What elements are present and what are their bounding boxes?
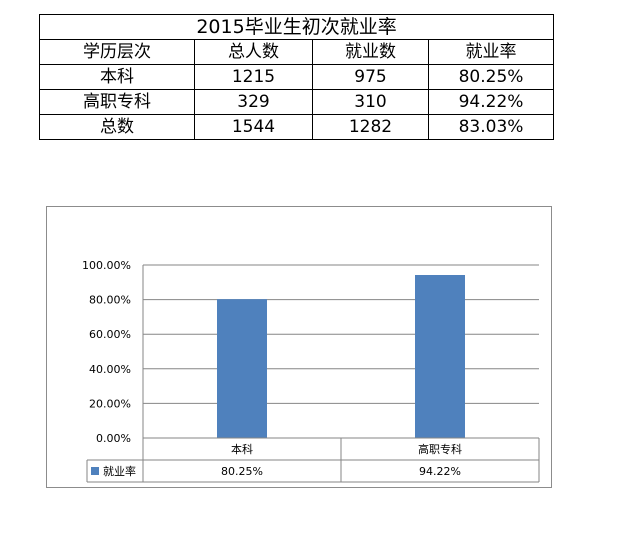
table-cell: 83.03% — [427, 114, 555, 140]
table-header-row: 学历层次 总人数 就业数 就业率 — [39, 39, 555, 65]
table-cell: 94.22% — [427, 89, 555, 115]
table-cell: 1282 — [312, 114, 429, 140]
table-cell: 80.25% — [427, 64, 555, 90]
table-cell: 本科 — [39, 64, 195, 90]
table-cell: 975 — [312, 64, 429, 90]
chart-area: 0.00% 20.00% 40.00% 60.00% 80.00% 100.00% 本科 高职… — [46, 206, 552, 488]
table-row: 总数 1544 1282 83.03% — [39, 114, 555, 140]
header-cell: 就业数 — [312, 39, 429, 65]
table-cell: 1215 — [194, 64, 313, 90]
table-cell: 高职专科 — [39, 89, 195, 115]
summary-table: 2015毕业生初次就业率 学历层次 总人数 就业数 就业率 本科 1215 97… — [38, 14, 555, 140]
x-category-label: 高职专科 — [418, 442, 462, 456]
header-cell: 就业率 — [427, 39, 555, 65]
y-tick-label: 100.00% — [82, 259, 131, 272]
x-category-label: 本科 — [231, 442, 253, 456]
bar — [415, 274, 465, 438]
legend-series-name: 就业率 — [103, 464, 136, 478]
y-tick-label: 40.00% — [89, 363, 131, 376]
table-cell: 310 — [312, 89, 429, 115]
table-cell: 1544 — [194, 114, 313, 140]
table-row: 高职专科 329 310 94.22% — [39, 89, 555, 115]
bar-chart: 0.00% 20.00% 40.00% 60.00% 80.00% 100.00% 本科 高职… — [82, 259, 540, 483]
data-value-label: 80.25% — [221, 465, 263, 478]
y-tick-label: 20.00% — [89, 397, 131, 410]
data-value-label: 94.22% — [419, 465, 461, 478]
header-cell: 学历层次 — [39, 39, 195, 65]
table-title: 2015毕业生初次就业率 — [38, 14, 555, 40]
bar — [217, 299, 267, 438]
legend-swatch — [91, 467, 99, 475]
y-tick-label: 0.00% — [96, 432, 131, 445]
table-cell: 总数 — [39, 114, 195, 140]
y-tick-label: 60.00% — [89, 328, 131, 341]
table-row: 本科 1215 975 80.25% — [39, 64, 555, 90]
header-cell: 总人数 — [194, 39, 313, 65]
y-tick-label: 80.00% — [89, 294, 131, 307]
table-cell: 329 — [194, 89, 313, 115]
